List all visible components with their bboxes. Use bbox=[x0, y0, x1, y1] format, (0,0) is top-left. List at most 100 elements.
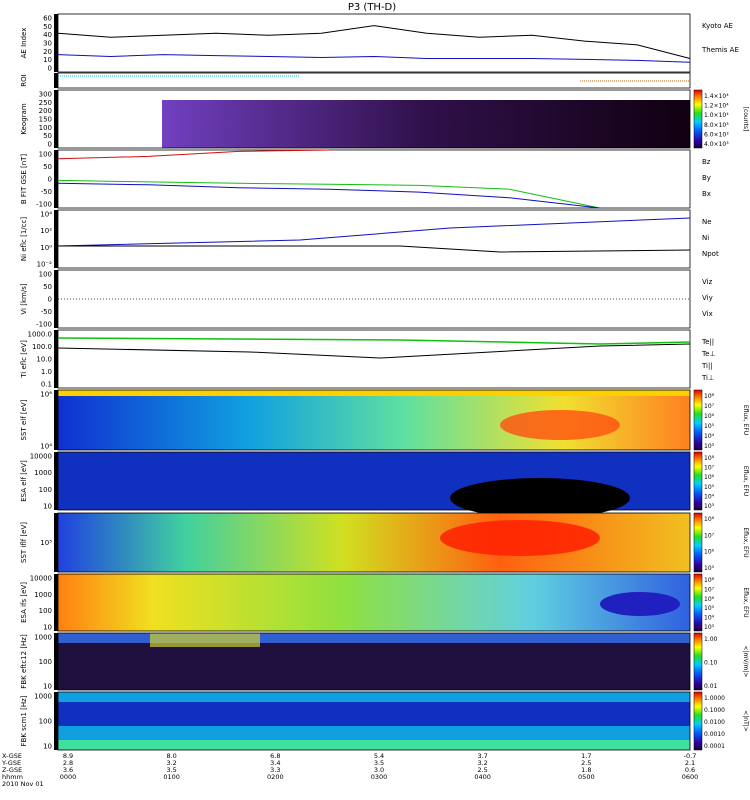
y-tick-label: 100.0 bbox=[32, 343, 52, 351]
y-axis-label: B FIT GSE [nT] bbox=[20, 154, 28, 205]
colorbar-label: <|mV/m|> bbox=[742, 646, 749, 678]
panel-left-strip bbox=[54, 90, 58, 148]
x-tick-label: 2.5 bbox=[581, 759, 591, 767]
colorbar-tick-label: 10⁸ bbox=[704, 577, 715, 584]
y-tick-label: 1000 bbox=[34, 693, 52, 701]
panel-left-strip bbox=[54, 210, 58, 268]
y-tick-label: 10 bbox=[43, 624, 52, 632]
y-tick-label: 100 bbox=[39, 486, 52, 494]
x-tick-label: 0400 bbox=[474, 773, 491, 781]
legend-entry: Te⊥ bbox=[701, 350, 716, 358]
x-tick-label: 2.1 bbox=[685, 759, 695, 767]
colorbar-tick-label: 1.0×10⁴ bbox=[704, 112, 729, 119]
colorbar-tick-label: 0.1000 bbox=[704, 707, 725, 714]
x-tick-label: 3.4 bbox=[270, 759, 280, 767]
x-tick-label: 2.5 bbox=[477, 766, 487, 774]
panel-left-strip bbox=[54, 150, 58, 208]
spectrogram-hot-region bbox=[440, 520, 600, 556]
y-tick-label: -50 bbox=[41, 308, 52, 316]
legend-entry: Ti|| bbox=[701, 362, 713, 370]
y-tick-label: 50 bbox=[43, 23, 52, 31]
legend-entry: Vix bbox=[702, 310, 713, 318]
panel-vi: 100 50 0 -50 -100 Vi [km/s] Viz Viy Vix bbox=[20, 269, 713, 329]
y-tick-label: 10⁻² bbox=[37, 261, 53, 269]
colorbar bbox=[693, 451, 703, 511]
spectrogram-band bbox=[58, 633, 690, 643]
panel-esa_i: 10000 1000 100 10 ESA ifs [eV] 10⁸ 10⁷ 10⁶ 10⁵ 10… bbox=[20, 573, 749, 632]
x-row-label: Z-GSE bbox=[2, 766, 22, 774]
x-tick-label: 1.8 bbox=[581, 766, 591, 774]
colorbar-label: Eflux, EFU bbox=[742, 405, 749, 435]
legend-entry: Te|| bbox=[701, 338, 714, 346]
spectrogram-bright-band bbox=[150, 633, 260, 647]
colorbar-label: Eflux, EFU bbox=[742, 466, 749, 496]
y-tick-label: -50 bbox=[41, 188, 52, 196]
panel-bg bbox=[58, 73, 690, 88]
legend-entry: Kyoto AE bbox=[702, 22, 733, 30]
legend-entry: Npot bbox=[702, 250, 719, 258]
x-tick-label: 1.7 bbox=[581, 752, 591, 760]
y-tick-label: 10⁴ bbox=[40, 211, 52, 219]
y-tick-label: 10 bbox=[43, 56, 52, 64]
y-axis-label: FBK scm1 [Hz] bbox=[20, 695, 28, 746]
colorbar bbox=[693, 89, 703, 149]
colorbar-tick-label: 10⁷ bbox=[704, 403, 715, 410]
legend-entry: Bz bbox=[702, 158, 711, 166]
panel-sst_i: 10⁵ SST iflf [eV] 10⁸ 10⁷ 10⁶ 10⁵ Eflux, EFU bbox=[20, 512, 749, 573]
y-tick-label: 20 bbox=[43, 48, 52, 56]
x-row-label: hhmm bbox=[2, 773, 23, 781]
y-tick-label: 0 bbox=[48, 65, 52, 73]
colorbar-label: Eflux, EFU bbox=[742, 527, 749, 557]
panel-sst_e: 10⁶ 10⁴ SST elf [eV] 10⁸ 10⁷ 10⁶ 10⁵ 10⁴ 10³ Eflu… bbox=[20, 389, 749, 451]
legend-entry: Themis AE bbox=[701, 46, 739, 54]
y-axis-label: Keogram bbox=[20, 103, 28, 134]
colorbar-tick-label: 10⁷ bbox=[704, 465, 715, 472]
x-row-label: Y-GSE bbox=[1, 759, 21, 767]
series-line-by bbox=[57, 179, 600, 209]
legend-entry: Viy bbox=[702, 294, 713, 302]
y-tick-label: 1000 bbox=[34, 634, 52, 642]
panel-left-strip bbox=[54, 692, 58, 750]
colorbar bbox=[693, 512, 703, 573]
x-tick-label: 8.0 bbox=[166, 752, 176, 760]
spectrogram-band bbox=[58, 702, 690, 726]
series-line-themis-ae bbox=[57, 25, 691, 59]
spectrogram-blue-region bbox=[600, 592, 680, 616]
y-tick-label: 100 bbox=[39, 718, 52, 726]
colorbar-tick-label: 1.4×10⁴ bbox=[704, 93, 729, 100]
y-tick-label: 10⁰ bbox=[40, 244, 52, 252]
y-tick-label: 10⁴ bbox=[40, 443, 52, 451]
panel-left-strip bbox=[54, 270, 58, 328]
x-tick-label: 3.0 bbox=[374, 766, 384, 774]
colorbar-tick-label: 10⁶ bbox=[704, 549, 715, 556]
x-tick-label: 3.5 bbox=[374, 759, 384, 767]
x-row-label: X-GSE bbox=[2, 752, 22, 760]
colorbar-tick-label: 10³ bbox=[704, 443, 715, 450]
y-tick-label: 30 bbox=[43, 40, 52, 48]
keogram-image bbox=[162, 100, 690, 148]
panel-bg bbox=[58, 150, 690, 208]
x-tick-label: 3.7 bbox=[477, 752, 487, 760]
colorbar bbox=[693, 632, 703, 691]
colorbar-tick-label: 0.0010 bbox=[704, 731, 725, 738]
panel-fbk_b: 1000 100 10 FBK scm1 [Hz] 1.0000 0.1000 0.0100… bbox=[20, 691, 749, 751]
panel-ti: 1000.0 100.0 10.0 1.0 0.1 Ti eflc [eV] Te|| Te⊥… bbox=[20, 329, 716, 389]
panel-bg bbox=[58, 210, 690, 268]
colorbar-label: [counts] bbox=[742, 107, 749, 132]
colorbar-tick-label: 0.0001 bbox=[704, 743, 725, 750]
y-axis-label: FBK eftc12 [Hz] bbox=[20, 634, 28, 689]
legend-entry: Ni bbox=[702, 234, 709, 242]
colorbar-tick-label: 1.00 bbox=[704, 636, 718, 643]
y-tick-label: 50 bbox=[43, 283, 52, 291]
colorbar bbox=[693, 573, 703, 632]
y-tick-label: -100 bbox=[36, 201, 52, 209]
y-tick-label: 100 bbox=[39, 124, 52, 132]
y-tick-label: 0 bbox=[48, 176, 52, 184]
series-line-npot bbox=[57, 217, 691, 247]
series-line-ni bbox=[58, 245, 691, 253]
legend-entry: Ne bbox=[702, 218, 712, 226]
spectrogram bbox=[58, 574, 690, 631]
colorbar-tick-label: 0.01 bbox=[704, 683, 718, 690]
colorbar-label: <|nT|> bbox=[742, 710, 749, 732]
